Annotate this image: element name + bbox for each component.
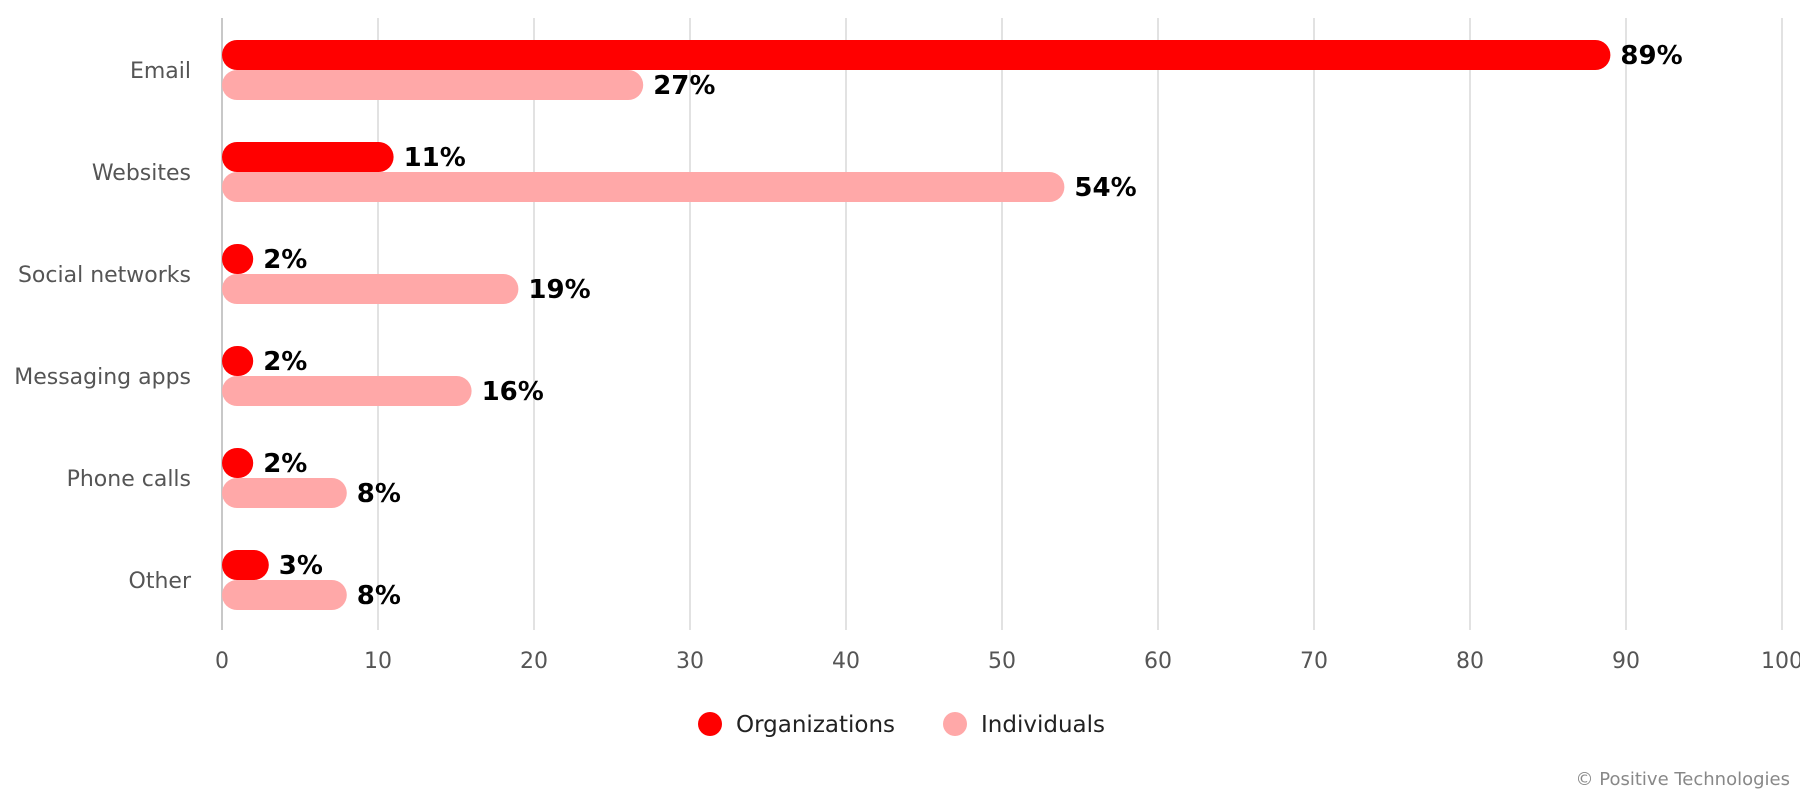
category-labels: Email Websites Social networks Messaging ap…	[14, 59, 192, 594]
x-tick-label: 30	[676, 649, 704, 674]
data-label: 89%	[1620, 41, 1682, 71]
bar-individuals	[222, 70, 644, 100]
x-tick-label: 70	[1300, 649, 1328, 674]
x-tick-label: 60	[1144, 649, 1172, 674]
x-tick-label: 50	[988, 649, 1016, 674]
x-tick-label: 0	[215, 649, 229, 674]
legend-marker-organizations	[698, 712, 722, 736]
bar-individuals	[222, 580, 347, 610]
data-label: 8%	[357, 581, 401, 611]
x-tick-label: 100	[1761, 649, 1800, 674]
gridlines	[221, 18, 1783, 630]
bar-organizations	[222, 244, 254, 274]
x-tick-label: 90	[1612, 649, 1640, 674]
x-tick-label: 40	[832, 649, 860, 674]
bar-individuals	[222, 478, 347, 508]
data-label: 2%	[263, 347, 307, 377]
bar-organizations	[222, 40, 1611, 70]
category-label: Other	[129, 569, 192, 594]
data-label: 54%	[1074, 173, 1136, 203]
category-label: Messaging apps	[14, 365, 191, 390]
legend-label-organizations[interactable]: Organizations	[736, 712, 895, 738]
bar-organizations	[222, 142, 394, 172]
data-label: 8%	[357, 479, 401, 509]
category-label: Social networks	[18, 263, 191, 288]
bars	[222, 40, 1611, 610]
category-label: Phone calls	[67, 467, 191, 492]
data-label: 19%	[528, 275, 590, 305]
x-tick-label: 80	[1456, 649, 1484, 674]
category-label: Email	[130, 59, 191, 84]
bar-individuals	[222, 172, 1065, 202]
data-label: 2%	[263, 245, 307, 275]
bar-individuals	[222, 376, 472, 406]
x-tick-label: 10	[364, 649, 392, 674]
bar-organizations	[222, 448, 254, 478]
bar-individuals	[222, 274, 519, 304]
category-label: Websites	[92, 161, 191, 186]
legend: Organizations Individuals	[698, 712, 1105, 738]
data-label: 16%	[482, 377, 544, 407]
bar-organizations	[222, 550, 269, 580]
data-label: 2%	[263, 449, 307, 479]
credit-text: © Positive Technologies	[1575, 769, 1790, 790]
bar-organizations	[222, 346, 254, 376]
legend-label-individuals[interactable]: Individuals	[981, 712, 1105, 738]
data-label: 11%	[404, 143, 466, 173]
x-axis-tick-labels: 0 10 20 30 40 50 60 70 80 90 100	[215, 649, 1800, 674]
data-labels: 89% 11% 2% 2% 2% 3% 27% 54% 19% 16% 8% 8%	[263, 41, 1682, 611]
legend-marker-individuals	[943, 712, 967, 736]
x-tick-label: 20	[520, 649, 548, 674]
data-label: 27%	[653, 71, 715, 101]
data-label: 3%	[279, 551, 323, 581]
